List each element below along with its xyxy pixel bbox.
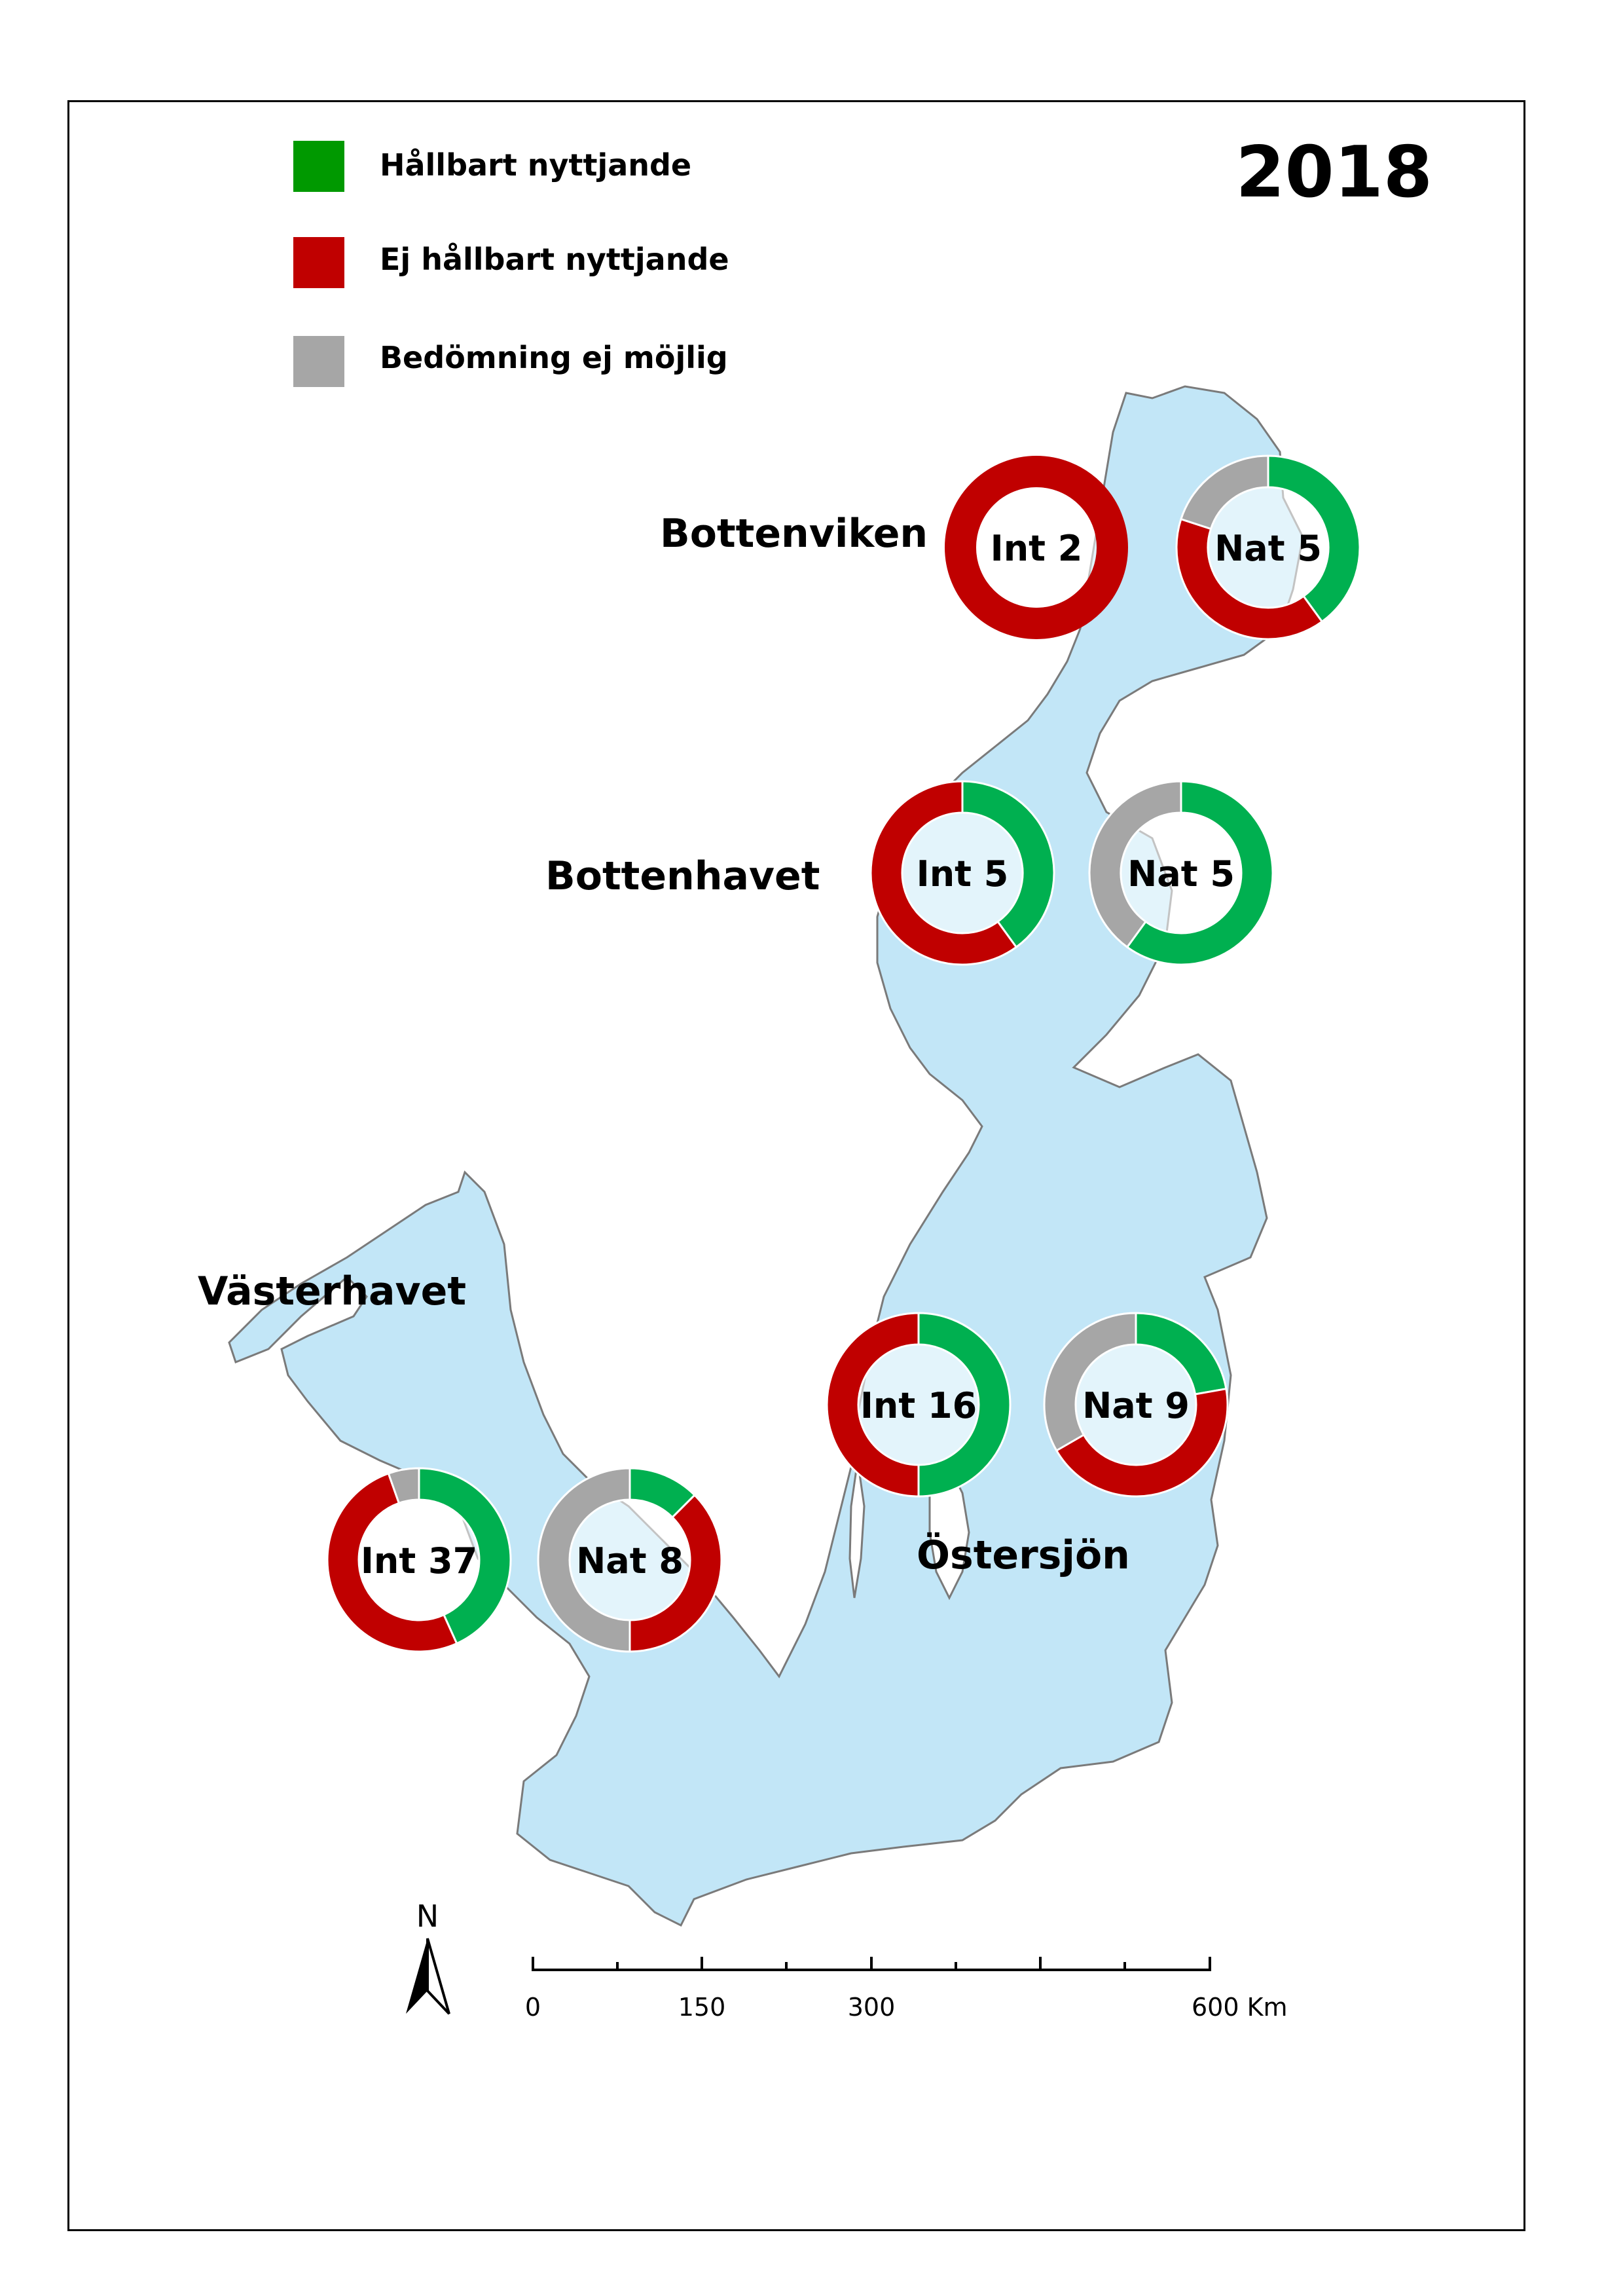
scale-tick-300: 300 [848, 1993, 896, 2022]
donut-hole [902, 813, 1023, 933]
region-label-vasterhavet: Västerhavet [198, 1268, 466, 1314]
donut-label: Nat 5 [1214, 528, 1322, 569]
donut-int-2: Int 2 [945, 456, 1128, 639]
donut-label: Int 5 [917, 853, 1009, 895]
donut-label: Int 37 [361, 1540, 477, 1582]
donut-int-37: Int 37 [326, 1467, 512, 1653]
legend-swatch-1 [293, 237, 344, 288]
donut-nat-9: Nat 9 [1043, 1312, 1229, 1498]
donut-hole [359, 1500, 479, 1620]
donut-slice-unsustainable [945, 456, 1128, 639]
donut-hole [976, 487, 1097, 608]
donut-label: Nat 8 [576, 1540, 684, 1582]
region-label-bottenviken: Bottenviken [660, 511, 928, 557]
donut-nat-8: Nat 8 [537, 1467, 723, 1653]
donut-label: Int 16 [860, 1385, 977, 1426]
legend-label-2: Bedömning ej möjlig [380, 340, 728, 375]
map-frame [67, 100, 1525, 2231]
north-label: N [416, 1898, 439, 1934]
region-label-bottenhavet: Bottenhavet [545, 853, 820, 899]
legend-swatch-2 [293, 336, 344, 387]
donut-hole [1076, 1344, 1196, 1465]
legend: Hållbart nyttjande Ej hållbart nyttjande B… [293, 141, 729, 387]
donut-nat-5: Nat 5 [1175, 454, 1361, 640]
region-label-ostersjon: Östersjön [917, 1532, 1130, 1578]
scale-tick-0: 0 [525, 1993, 541, 2022]
scale-tick-600: 600 Km [1192, 1993, 1288, 2022]
legend-swatch-0 [293, 141, 344, 192]
legend-label-1: Ej hållbart nyttjande [380, 242, 729, 277]
sea-area [228, 385, 1304, 1927]
year-title: 2018 [1235, 132, 1432, 213]
scale-tick-150: 150 [678, 1993, 726, 2022]
legend-label-0: Hållbart nyttjande [380, 147, 691, 183]
donut-nat-5: Nat 5 [1088, 780, 1274, 966]
donut-int-16: Int 16 [826, 1312, 1012, 1498]
donut-hole [1208, 487, 1328, 608]
donut-label: Int 2 [991, 528, 1083, 569]
scale-bar [532, 1957, 1211, 1971]
donut-slice-unsustainable [326, 1472, 458, 1653]
donut-charts: Int 2 Nat 5 Int 5 Nat 5 Int 16 Nat 9 Int 37 Nat… [326, 454, 1361, 1653]
north-arrow-icon: N [406, 1898, 450, 2015]
island-oland [848, 1460, 866, 1599]
donut-label: Nat 9 [1082, 1385, 1190, 1426]
donut-hole [858, 1344, 979, 1465]
donut-hole [1121, 813, 1241, 933]
donut-hole [570, 1500, 690, 1620]
donut-label: Nat 5 [1127, 853, 1235, 895]
donut-int-5: Int 5 [869, 780, 1055, 966]
